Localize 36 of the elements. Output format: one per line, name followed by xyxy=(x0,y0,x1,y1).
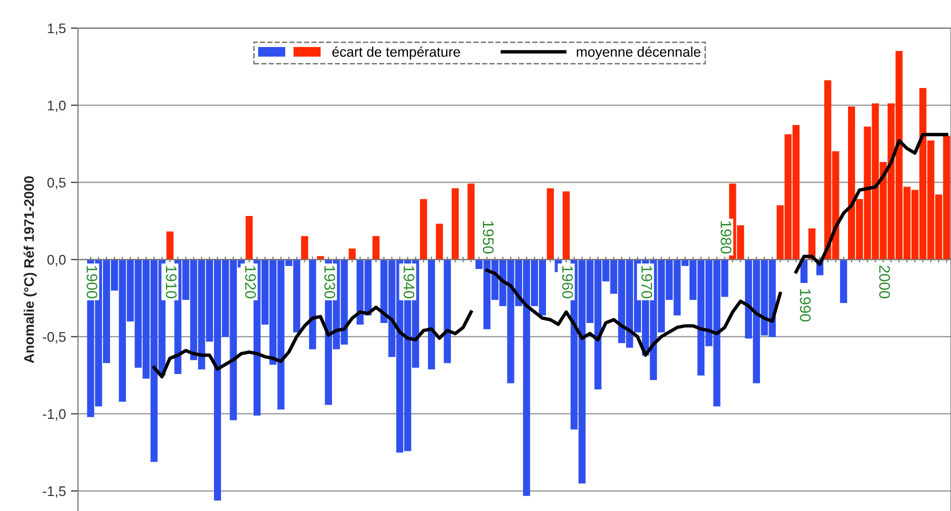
x-tick-label: 1980 xyxy=(720,221,732,254)
y-tick-label: 1,5 xyxy=(48,24,66,35)
bar xyxy=(166,231,174,260)
legend-label: moyenne décennale xyxy=(576,46,700,60)
bar xyxy=(546,188,554,260)
bar xyxy=(372,236,380,260)
y-tick-label: -0,5 xyxy=(42,332,66,344)
x-tick-label: 1990 xyxy=(800,289,811,322)
bar xyxy=(246,216,253,260)
y-tick-label: -1,0 xyxy=(42,409,66,421)
x-tick-label: 1950 xyxy=(482,221,494,254)
y-tick-label: 0,5 xyxy=(47,178,66,190)
x-tick-label: 2000 xyxy=(879,266,890,298)
bar xyxy=(562,191,570,260)
x-tick-label: 1960 xyxy=(562,266,573,298)
x-tick-label: 1930 xyxy=(324,266,336,298)
bar xyxy=(468,184,475,260)
legend-label: écart de température xyxy=(332,46,460,60)
bar xyxy=(840,259,848,304)
x-tick-label: 1910 xyxy=(166,266,177,298)
x-tick-label: 1970 xyxy=(641,266,652,298)
bar xyxy=(444,259,451,364)
y-tick-label: 0,0 xyxy=(47,254,66,266)
bar xyxy=(428,259,435,370)
bar xyxy=(301,236,308,260)
bar xyxy=(309,259,316,350)
x-tick-label: 1900 xyxy=(86,266,98,298)
x-tick-label: 1920 xyxy=(245,266,256,298)
bar xyxy=(348,248,356,260)
y-tick-label: 1,0 xyxy=(48,100,66,112)
bar xyxy=(420,199,428,260)
y-tick-label: -1,5 xyxy=(42,486,66,498)
bar xyxy=(436,224,443,260)
y-axis-title: Anomalie (°C) Réf 1971-2000 xyxy=(24,176,37,364)
bar xyxy=(452,188,459,260)
x-tick-label: 1940 xyxy=(404,266,414,298)
